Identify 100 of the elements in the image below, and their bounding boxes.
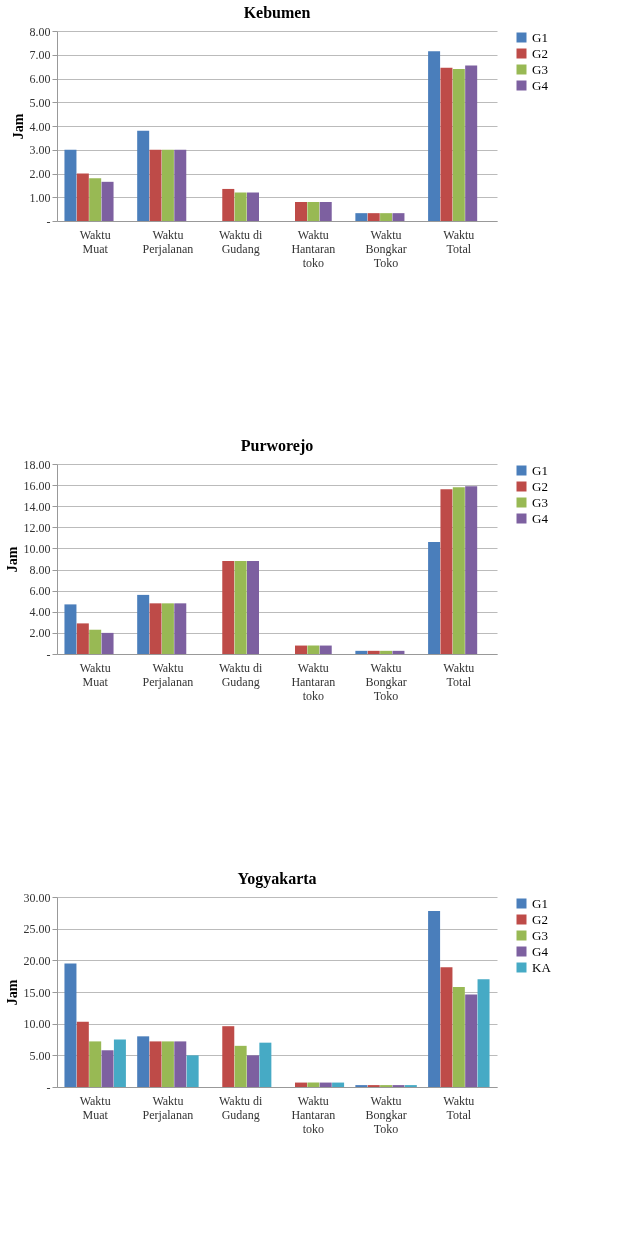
bar [137, 130, 150, 221]
y-tick-label: 7.00 [29, 48, 51, 63]
legend-label: G4 [532, 510, 549, 526]
y-tick-label: - [46, 214, 51, 229]
legend-label: G1 [532, 895, 548, 911]
bar [247, 192, 259, 221]
bar [295, 202, 307, 221]
bar [465, 65, 478, 221]
bar [64, 963, 77, 1087]
bar [380, 213, 393, 221]
bar [477, 979, 490, 1087]
chart-title: Yogyakarta [237, 870, 317, 888]
bar [174, 603, 187, 654]
x-tick-label: Waktu Muat [79, 1093, 111, 1122]
bar [161, 603, 174, 654]
bar [428, 542, 441, 654]
y-tick-label: 1.00 [29, 190, 51, 205]
x-tick-label: Waktu Muat [79, 227, 111, 256]
bar [186, 1055, 199, 1087]
x-tick-label: Waktu Perjalanan [142, 227, 194, 256]
bar [465, 486, 478, 654]
bar [149, 149, 162, 221]
y-axis-title: Jam [4, 546, 20, 573]
bar [440, 967, 453, 1087]
bar [64, 604, 77, 654]
chart-title: Kebumen [243, 4, 311, 21]
bar [161, 149, 174, 221]
x-tick-label: Waktu Bongkar Toko [365, 660, 407, 703]
bar [319, 202, 332, 221]
legend-label: G3 [532, 494, 548, 510]
y-tick-label: 5.00 [29, 1048, 51, 1063]
legend-label: G3 [532, 927, 548, 943]
y-tick-label: 25.00 [23, 922, 51, 937]
x-tick-label: Waktu Muat [79, 660, 111, 689]
bar [137, 594, 150, 654]
y-axis-title: Jam [10, 113, 26, 140]
bar [465, 994, 478, 1087]
x-tick-label: Waktu Hantaran toko [291, 227, 336, 270]
bar [440, 489, 453, 654]
legend-label: G1 [532, 29, 548, 45]
y-tick-label: 30.00 [23, 890, 51, 905]
x-tick-label: Waktu Bongkar Toko [365, 227, 407, 270]
x-tick-label: Waktu Hantaran toko [291, 1093, 336, 1136]
bar [149, 603, 162, 654]
legend-label: KA [532, 959, 552, 975]
bar [101, 1050, 114, 1087]
bar [149, 1041, 162, 1087]
bar [101, 632, 114, 654]
bar [307, 202, 320, 221]
bar [89, 1041, 102, 1087]
legend-label: G4 [532, 943, 549, 959]
legend-label: G2 [532, 45, 548, 61]
bar [380, 650, 393, 654]
legend-label: G2 [532, 911, 548, 927]
bar [89, 178, 102, 221]
legend-label: G3 [532, 61, 548, 77]
bar [234, 1045, 247, 1087]
bar [234, 192, 247, 221]
y-tick-label: - [46, 1080, 51, 1095]
x-tick-label: Waktu di Gudang [218, 660, 263, 689]
bar [222, 1026, 235, 1087]
bar [367, 650, 380, 654]
x-tick-label: Waktu Hantaran toko [291, 660, 336, 703]
bar [319, 1082, 332, 1087]
bar [234, 561, 247, 654]
x-tick-label: Waktu di Gudang [218, 227, 263, 256]
bar [428, 51, 441, 221]
y-tick-label: 20.00 [23, 953, 51, 968]
bar [319, 645, 332, 654]
y-tick-label: 10.00 [23, 1017, 51, 1032]
x-tick-label: Waktu Bongkar Toko [365, 1093, 407, 1136]
y-tick-label: 6.00 [29, 584, 51, 599]
x-tick-label: Waktu Perjalanan [142, 660, 194, 689]
bar [355, 213, 368, 221]
bar [174, 1041, 187, 1087]
x-tick-label: Waktu Perjalanan [142, 1093, 194, 1122]
y-tick-label: 8.00 [29, 563, 51, 578]
y-tick-label: 16.00 [23, 478, 51, 493]
bar [222, 561, 235, 654]
bar [89, 629, 102, 654]
bar [259, 1042, 272, 1087]
legend-label: G4 [532, 77, 549, 93]
bar [355, 650, 368, 654]
y-tick-label: 5.00 [29, 95, 51, 110]
bar [307, 1082, 320, 1087]
bar [452, 986, 465, 1087]
y-tick-label: - [46, 647, 51, 662]
bar [113, 1039, 126, 1087]
x-tick-label: Waktu Total [443, 660, 475, 689]
bar [247, 561, 259, 654]
bar [452, 487, 465, 654]
y-tick-label: 15.00 [23, 985, 51, 1000]
bar [392, 213, 405, 221]
bar [428, 910, 441, 1087]
y-tick-label: 3.00 [29, 143, 51, 158]
y-tick-label: 8.00 [29, 24, 51, 39]
bar [137, 1036, 150, 1087]
bar [76, 623, 89, 654]
y-tick-label: 12.00 [23, 520, 51, 535]
y-tick-label: 2.00 [29, 626, 51, 641]
